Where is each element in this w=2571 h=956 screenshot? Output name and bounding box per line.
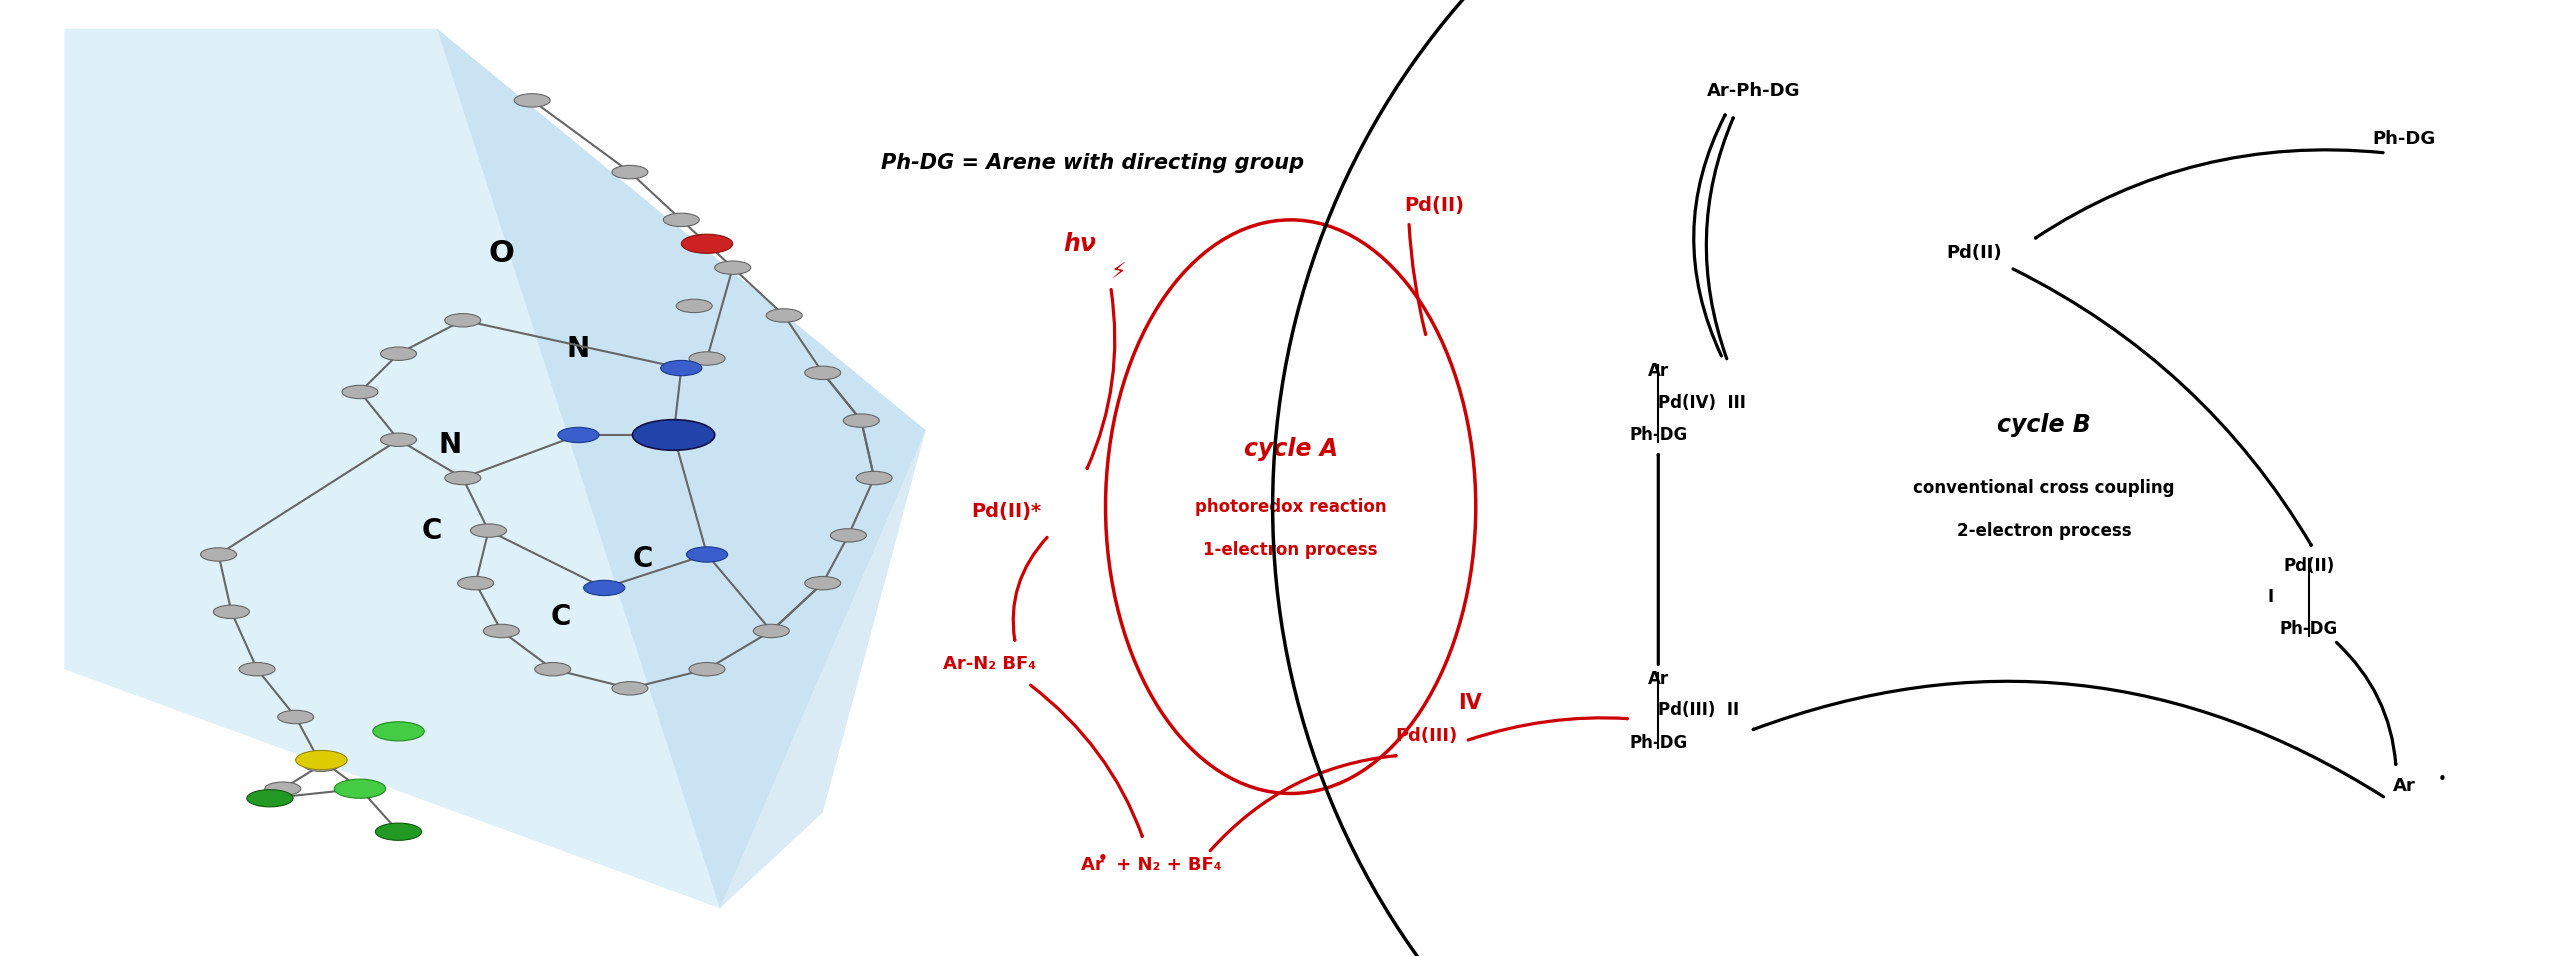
Text: •: • (2437, 771, 2448, 787)
Text: O: O (488, 239, 514, 268)
Circle shape (753, 624, 789, 638)
Circle shape (334, 779, 386, 798)
Circle shape (805, 366, 841, 380)
Text: I: I (2268, 589, 2273, 606)
Circle shape (612, 682, 648, 695)
Circle shape (239, 663, 275, 676)
Circle shape (303, 758, 339, 771)
Circle shape (663, 213, 699, 227)
Circle shape (373, 722, 424, 741)
Polygon shape (437, 29, 926, 908)
Circle shape (470, 524, 506, 537)
Text: Ar: Ar (2394, 777, 2414, 794)
Circle shape (689, 663, 725, 676)
Text: Ar-Ph-DG: Ar-Ph-DG (1707, 82, 1800, 99)
Text: Pd(II)*: Pd(II)* (972, 502, 1041, 521)
Text: Pd(II): Pd(II) (2283, 557, 2334, 575)
Text: C: C (550, 602, 571, 631)
Text: Ar: Ar (1648, 670, 1669, 687)
Circle shape (843, 414, 879, 427)
Circle shape (278, 710, 314, 724)
Polygon shape (64, 29, 926, 908)
Circle shape (535, 663, 571, 676)
Text: Pd(II): Pd(II) (1404, 196, 1465, 215)
Text: Ph-DG = Arene with directing group: Ph-DG = Arene with directing group (882, 153, 1303, 172)
Circle shape (558, 427, 599, 443)
Circle shape (681, 234, 733, 253)
Text: Pd: Pd (653, 421, 694, 449)
Text: Pd(IV)  III: Pd(IV) III (1658, 395, 1746, 412)
Circle shape (830, 529, 866, 542)
Circle shape (213, 605, 249, 619)
Text: Pd(III)  II: Pd(III) II (1658, 702, 1741, 719)
Text: hν: hν (1064, 231, 1095, 256)
Circle shape (296, 750, 347, 770)
Text: ⚡: ⚡ (1111, 263, 1126, 282)
Text: photoredox reaction: photoredox reaction (1196, 498, 1386, 515)
Text: Ph-DG: Ph-DG (2373, 130, 2435, 147)
Text: Pd(II): Pd(II) (1946, 245, 2003, 262)
Circle shape (686, 547, 728, 562)
Circle shape (201, 548, 237, 561)
Circle shape (856, 471, 892, 485)
Circle shape (661, 360, 702, 376)
Circle shape (375, 823, 422, 840)
Text: •: • (1098, 851, 1108, 866)
Text: Ph-DG: Ph-DG (1630, 734, 1687, 751)
Circle shape (342, 385, 378, 399)
Circle shape (247, 790, 293, 807)
Circle shape (445, 471, 481, 485)
Circle shape (381, 347, 417, 360)
Circle shape (632, 420, 715, 450)
Text: Ph-DG: Ph-DG (2280, 620, 2337, 638)
Circle shape (445, 314, 481, 327)
Text: 2-electron process: 2-electron process (1957, 522, 2131, 539)
Text: cycle A: cycle A (1244, 437, 1337, 462)
Text: Ar  + N₂ + BF₄: Ar + N₂ + BF₄ (1082, 857, 1221, 874)
Text: Ph-DG: Ph-DG (1630, 426, 1687, 444)
Circle shape (676, 299, 712, 313)
Circle shape (766, 309, 802, 322)
Text: Ar: Ar (1648, 362, 1669, 380)
Circle shape (715, 261, 751, 274)
Text: cycle B: cycle B (1998, 413, 2090, 438)
Circle shape (458, 576, 494, 590)
Circle shape (514, 94, 550, 107)
Text: IV: IV (1458, 693, 1481, 712)
Text: C: C (422, 516, 442, 545)
Circle shape (612, 165, 648, 179)
Circle shape (805, 576, 841, 590)
Circle shape (689, 352, 725, 365)
Text: N: N (568, 335, 589, 363)
Text: Pd(III): Pd(III) (1396, 728, 1458, 745)
Circle shape (265, 782, 301, 795)
Text: Ar-N₂ BF₄: Ar-N₂ BF₄ (944, 656, 1036, 673)
Circle shape (483, 624, 519, 638)
Circle shape (584, 580, 625, 596)
Text: conventional cross coupling: conventional cross coupling (1913, 479, 2175, 496)
Text: N: N (440, 430, 460, 459)
Circle shape (381, 433, 417, 446)
Text: 1-electron process: 1-electron process (1203, 541, 1378, 558)
Text: C: C (632, 545, 653, 574)
